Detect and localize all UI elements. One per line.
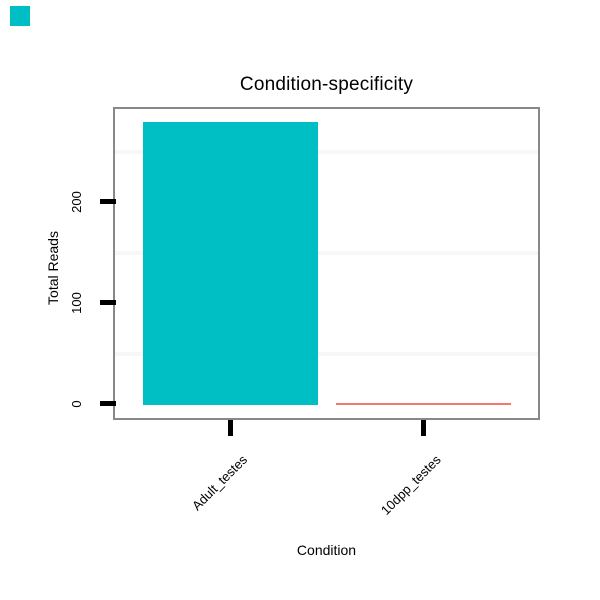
- y-tick-mark-100: [100, 300, 116, 305]
- y-tick-mark-0: [100, 401, 116, 406]
- y-tick-label-100: 100: [69, 292, 84, 314]
- bar-10dpp_testes: [335, 403, 511, 405]
- x-category-label-10dpp-testes: 10dpp_testes: [377, 452, 444, 518]
- x-axis-label: Condition: [296, 542, 357, 558]
- minor-gridline-250: [115, 149, 538, 154]
- x-category-label-adult-testes: Adult_testes: [189, 452, 251, 514]
- corner-accent-swatch: [10, 6, 30, 26]
- chart-title: Condition-specificity: [239, 74, 414, 95]
- x-tick-mark-10dpp_testes: [421, 420, 426, 436]
- bar-adult_testes: [142, 122, 318, 405]
- y-tick-label-200: 200: [69, 191, 84, 213]
- minor-gridline-50: [115, 351, 538, 356]
- y-tick-mark-200: [100, 199, 116, 204]
- y-tick-label-0: 0: [69, 400, 84, 408]
- x-tick-mark-adult_testes: [228, 420, 233, 436]
- y-axis-label: Total Reads: [45, 231, 61, 305]
- minor-gridline-150: [115, 250, 538, 255]
